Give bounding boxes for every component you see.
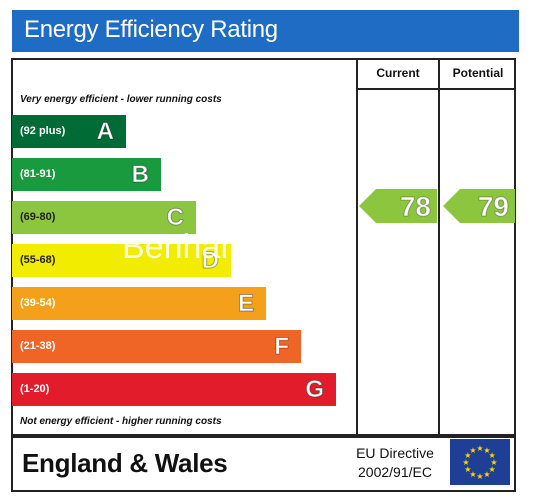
watermark: Benham xyxy=(122,228,249,266)
band-letter: G xyxy=(305,376,325,404)
band-range: (39-54) xyxy=(20,297,56,309)
band-range: (92 plus) xyxy=(20,125,66,137)
band-letter: B xyxy=(131,161,149,189)
band-letter: A xyxy=(96,118,114,146)
current-rating-arrow: 78 xyxy=(359,189,437,223)
eu-directive-line1: EU Directive xyxy=(356,445,434,461)
current-column-divider xyxy=(356,58,358,436)
band-range: (21-38) xyxy=(20,340,56,352)
rating-band-g: (1-20) G xyxy=(12,373,336,406)
potential-column-header: Potential xyxy=(452,66,504,80)
title-bar: Energy Efficiency Rating xyxy=(12,10,519,52)
eu-star-icon: ★ xyxy=(489,451,496,460)
eu-star-icon: ★ xyxy=(489,465,496,474)
top-note: Very energy efficient - lower running co… xyxy=(20,94,222,105)
rating-band-f: (21-38) F xyxy=(12,330,301,363)
rating-band-b: (81-91) B xyxy=(12,158,161,191)
eu-star-icon: ★ xyxy=(476,472,483,481)
eu-star-icon: ★ xyxy=(490,458,497,467)
footer-box xyxy=(11,436,516,492)
eu-star-icon: ★ xyxy=(464,451,471,460)
band-letter: D xyxy=(201,247,219,275)
band-range: (1-20) xyxy=(20,383,50,395)
eu-star-icon: ★ xyxy=(469,446,476,455)
rating-band-d: (55-68) D xyxy=(12,244,231,277)
rating-band-e: (39-54) E xyxy=(12,287,266,320)
eu-directive-line2: 2002/91/EC xyxy=(358,464,432,480)
band-range: (81-91) xyxy=(20,168,56,180)
eu-star-icon: ★ xyxy=(483,470,490,479)
band-letter: F xyxy=(274,333,290,361)
eu-star-icon: ★ xyxy=(462,458,469,467)
potential-rating-arrow: 79 xyxy=(443,189,515,223)
header-divider xyxy=(358,88,516,90)
bottom-note: Not energy efficient - higher running co… xyxy=(20,416,222,427)
current-rating-value: 78 xyxy=(399,191,431,223)
potential-column-divider xyxy=(438,58,440,436)
eu-star-icon: ★ xyxy=(476,444,483,453)
band-range: (69-80) xyxy=(20,211,56,223)
band-letter: E xyxy=(237,290,254,318)
eu-directive: EU Directive 2002/91/EC xyxy=(340,444,450,482)
band-letter: C xyxy=(166,204,184,232)
chart-title: Energy Efficiency Rating xyxy=(24,16,278,43)
rating-band-a: (92 plus) A xyxy=(12,115,126,148)
band-range: (55-68) xyxy=(20,254,56,266)
region-label: England & Wales xyxy=(22,448,228,478)
eu-star-icon: ★ xyxy=(464,465,471,474)
eu-star-icon: ★ xyxy=(469,470,476,479)
rating-band-c: (69-80) C xyxy=(12,201,196,234)
eu-star-icon: ★ xyxy=(483,446,490,455)
potential-rating-value: 79 xyxy=(477,191,509,223)
current-column-header: Current xyxy=(376,66,420,80)
eu-flag-icon: ★ ★ ★ ★ ★ ★ ★ ★ ★ ★ ★ ★ xyxy=(450,439,510,485)
